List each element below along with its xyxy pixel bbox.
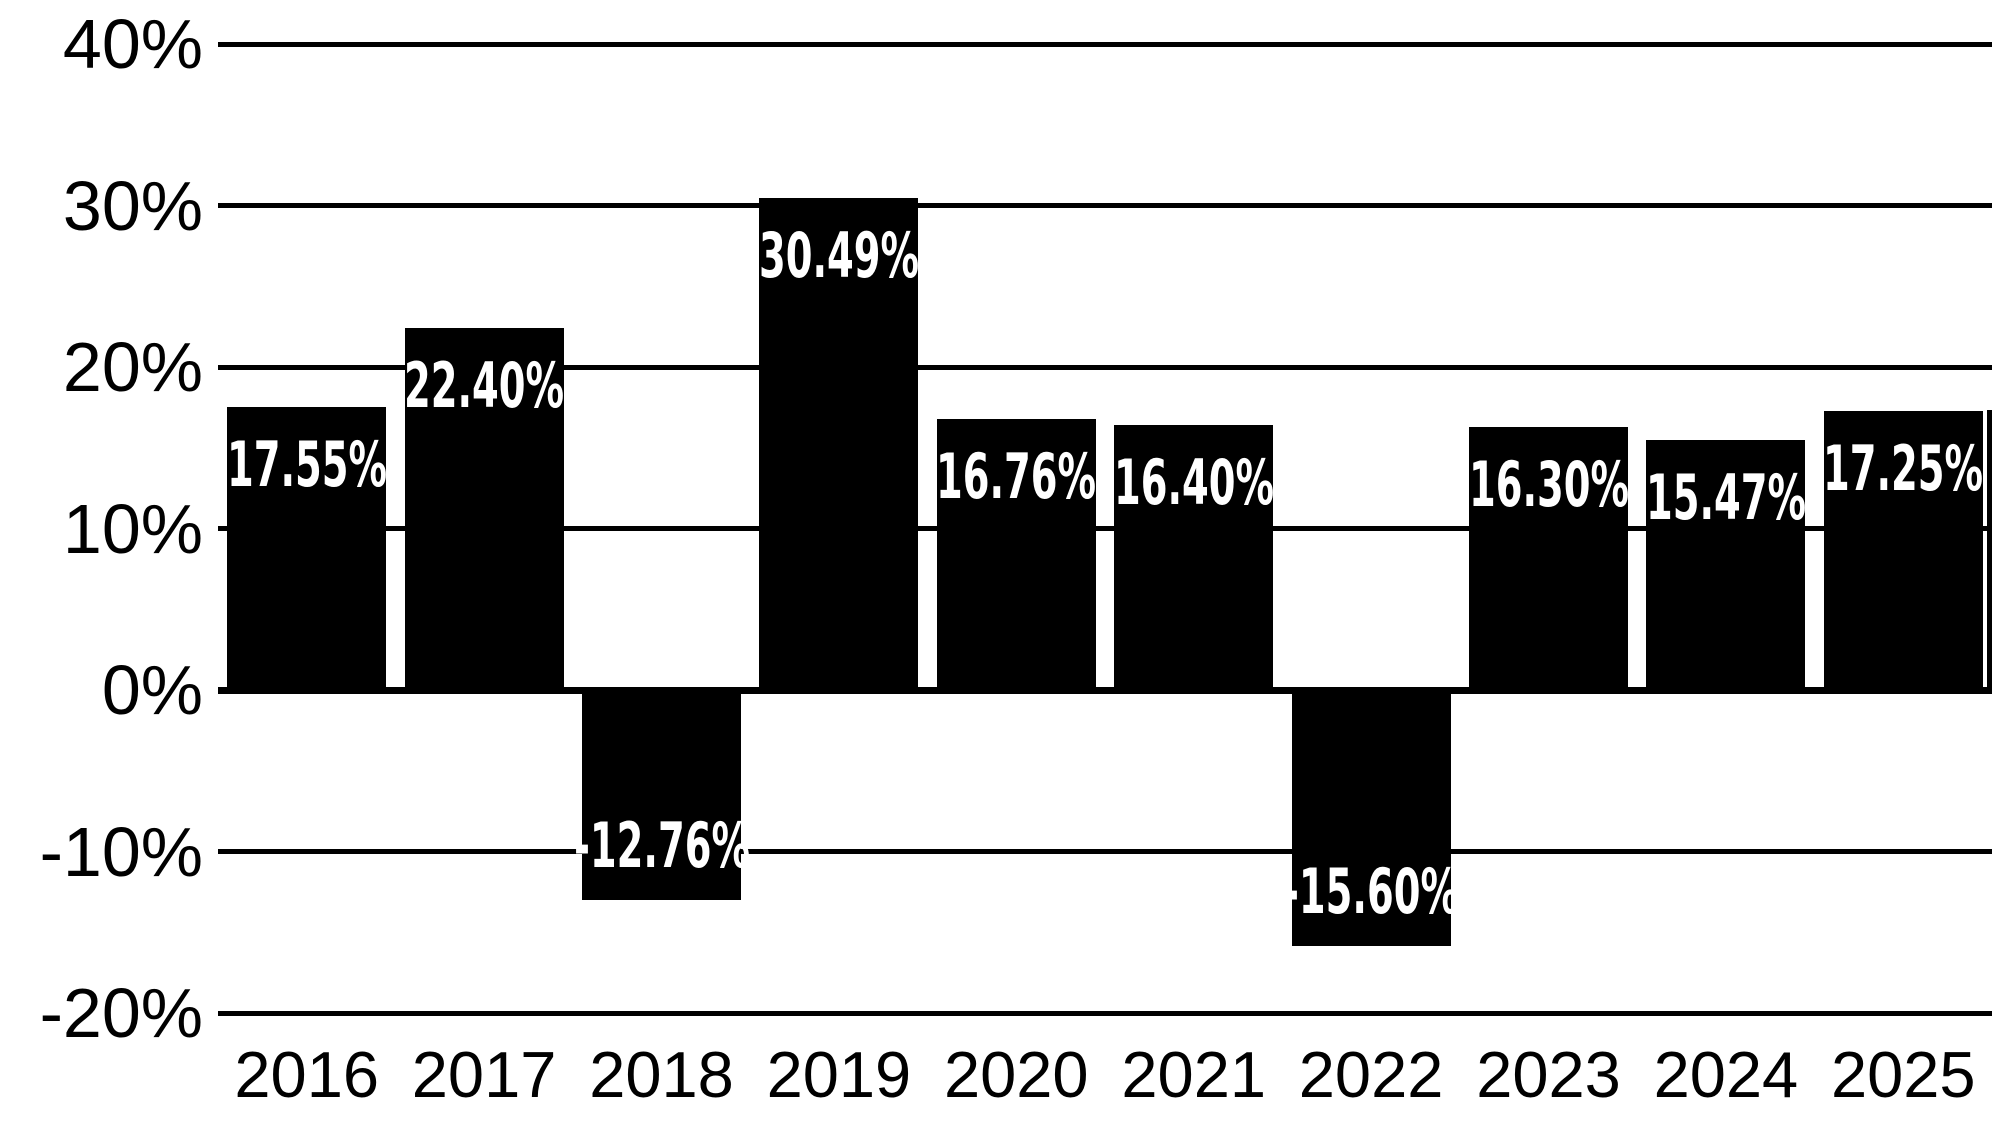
bar-2016: 17.55% [226, 406, 387, 694]
bar-value-label-2025: 17.25% [1823, 432, 1984, 506]
x-axis-tick-label-2024: 2024 [1653, 1038, 1799, 1111]
x-axis-tick-label-2019: 2019 [766, 1038, 912, 1111]
bar-2018: -12.76% [573, 689, 750, 901]
bar-2017: 22.40% [404, 328, 565, 694]
bar-2020: 16.76% [936, 419, 1097, 694]
x-axis-tick-label-2016: 2016 [234, 1038, 379, 1111]
bar-value-label-2024: 15.47% [1645, 461, 1806, 535]
x-axis-tick-label-2022: 2022 [1298, 1038, 1444, 1111]
x-axis-tick-label-2023: 2023 [1476, 1038, 1621, 1111]
gridline-30% [218, 203, 1992, 208]
y-axis-tick-label: 40% [62, 5, 203, 83]
bar-value-label-2019: 30.49% [758, 218, 919, 292]
bar-2025: 17.25% [1823, 411, 1984, 694]
x-axis-tick-label-2025: 2025 [1830, 1038, 1976, 1111]
bar-value-label-2016: 17.55% [226, 427, 387, 501]
bar-value-label-2021: 16.40% [1113, 446, 1274, 520]
gridline-10% [218, 526, 1992, 531]
y-axis-tick-label: 0% [101, 651, 203, 729]
bar-2019: 30.49% [758, 197, 919, 694]
bar-2021: 16.40% [1113, 425, 1274, 694]
gridline-40% [218, 41, 1992, 47]
bar-value-label-2017: 22.40% [404, 349, 565, 423]
x-axis-tick-label-2021: 2021 [1121, 1038, 1266, 1111]
x-axis-tick-label-2018: 2018 [589, 1038, 734, 1111]
x-axis-tick-label-2017: 2017 [411, 1038, 557, 1111]
bar-value-label-2020: 16.76% [936, 440, 1097, 514]
y-axis-tick-label: 20% [62, 328, 203, 406]
x-axis-tick-label-2020: 2020 [943, 1038, 1089, 1111]
y-axis-tick-label: 30% [62, 166, 203, 245]
gridline-0% [218, 686, 1992, 694]
bar-2023: 16.30% [1468, 426, 1629, 694]
y-axis-tick-label: 10% [62, 489, 203, 568]
y-axis-tick-label: -20% [39, 974, 203, 1052]
bar-2022: -15.60% [1283, 689, 1459, 946]
bar-value-label-2018: -12.76% [573, 809, 750, 883]
gridline--20% [218, 1010, 1992, 1016]
bar-value-label-2022: -15.60% [1283, 854, 1460, 928]
gridline--10% [218, 849, 1992, 854]
bar-value-label-2023: 16.30% [1468, 447, 1629, 521]
y-axis-tick-label: -10% [39, 812, 203, 891]
partial-bar-right-clipped [1987, 409, 1992, 694]
bar-2024: 15.47% [1645, 440, 1806, 694]
gridline-20% [218, 364, 1992, 370]
